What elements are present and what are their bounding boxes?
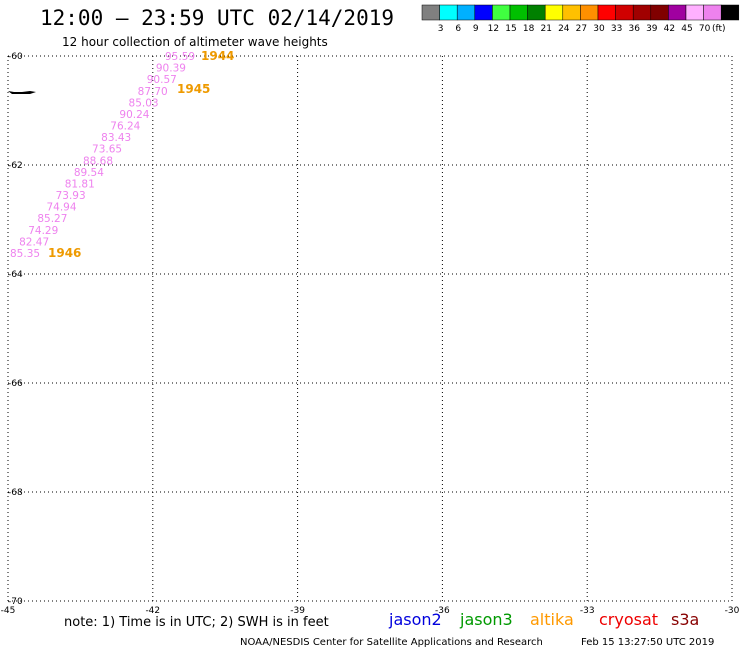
colorbar-tick-label: 27 — [576, 24, 587, 34]
colorbar-tick-label: 42 — [664, 24, 675, 34]
colorbar-tick-label: 6 — [455, 24, 461, 34]
wave-height-label: 73.93 — [56, 190, 86, 202]
colorbar-tick-label: 39 — [646, 24, 658, 34]
latitude-tick-label: -68 — [8, 488, 23, 498]
longitude-tick-label: -39 — [290, 606, 305, 616]
wave-height-label: 73.65 — [92, 144, 122, 156]
longitude-tick-label: -30 — [725, 606, 740, 616]
colorbar-swatch — [527, 4, 546, 21]
map-plot-area: -45 -42 -39 -36 -33 -30 -60 -62 -64 -66 -68 -70 — [1, 52, 740, 616]
wave-height-label: 87.70 — [138, 86, 168, 98]
pass-time-label: 1946 — [48, 246, 81, 260]
wave-height-label: 74.94 — [46, 202, 76, 214]
wave-height-label: 90.24 — [119, 109, 149, 121]
colorbar-tick-label: 36 — [628, 24, 640, 34]
colorbar-tick-label: 9 — [473, 24, 479, 34]
wave-height-label: 88.68 — [83, 155, 113, 167]
colorbar-tick-label: 15 — [505, 24, 516, 34]
colorbar-swatch — [456, 4, 476, 21]
wave-height-label: 76.24 — [110, 121, 140, 133]
colorbar-swatch — [474, 4, 493, 21]
colorbar-tick-label: 45 — [681, 24, 692, 34]
colorbar-swatch — [703, 4, 722, 21]
colorbar-swatch — [650, 4, 669, 21]
colorbar-swatch — [615, 4, 634, 21]
colorbar-swatch — [509, 4, 528, 21]
footer-note: note: 1) Time is in UTC; 2) SWH is in fe… — [64, 615, 329, 630]
pass-time-label: 1944 — [201, 49, 234, 63]
colorbar-swatch — [421, 4, 440, 21]
colorbar-tick-label: 30 — [593, 24, 605, 34]
coastline-fragment — [8, 91, 36, 94]
colorbar-swatch — [580, 4, 599, 21]
latitude-tick-label: -70 — [8, 597, 23, 607]
satellite-legend-item: jason3 — [459, 610, 513, 629]
latitude-tick-label: -64 — [8, 270, 23, 280]
colorbar-tick-label: 12 — [488, 24, 499, 34]
altika-track: 95.5990.3990.5787.7085.0390.2476.2483.43… — [10, 49, 234, 260]
colorbar-swatch — [597, 4, 616, 21]
credit-organization: NOAA/NESDIS Center for Satellite Applica… — [240, 637, 543, 648]
wave-height-label: 81.81 — [65, 178, 95, 190]
colorbar-tick-label: 21 — [540, 24, 551, 34]
colorbar-swatch — [439, 4, 458, 21]
wave-height-label: 83.43 — [101, 132, 131, 144]
colorbar-unit-label: (ft) — [712, 24, 726, 34]
colorbar-swatch — [492, 4, 511, 21]
longitude-tick-label: -42 — [145, 606, 160, 616]
wave-height-colorbar: 3 6 9 12 15 18 21 24 27 30 33 36 39 42 45 70 — [421, 4, 740, 34]
credit-timestamp: Feb 15 13:27:50 UTC 2019 — [581, 637, 714, 648]
latitude-tick-label: -60 — [8, 52, 23, 62]
wave-height-label: 95.59 — [165, 51, 195, 63]
page-subtitle: 12 hour collection of altimeter wave hei… — [62, 35, 328, 49]
wave-height-label: 82.47 — [19, 236, 49, 248]
satellite-legend-item: altika — [530, 610, 574, 629]
wave-height-label: 85.35 — [10, 248, 40, 260]
wave-height-label: 90.39 — [156, 63, 186, 75]
satellite-legend-item: s3a — [671, 610, 699, 629]
latitude-tick-label: -62 — [8, 161, 23, 171]
colorbar-tick-label: 70 — [699, 24, 711, 34]
colorbar-tick-label: 18 — [523, 24, 535, 34]
colorbar-swatch — [720, 4, 740, 21]
wave-height-label: 85.27 — [37, 213, 67, 225]
colorbar-swatch — [685, 4, 704, 21]
colorbar-tick-label: 24 — [558, 24, 570, 34]
colorbar-swatch — [668, 4, 687, 21]
longitude-tick-label: -33 — [580, 606, 595, 616]
wave-height-label: 89.54 — [74, 167, 104, 179]
longitude-tick-label: -36 — [435, 606, 450, 616]
satellite-legend-item: jason2 — [388, 610, 442, 629]
latitude-tick-label: -66 — [8, 379, 23, 389]
satellite-legend: jason2 jason3 altika cryosat s3a — [388, 610, 699, 629]
wave-height-label: 90.57 — [147, 74, 177, 86]
wave-height-label: 85.03 — [129, 97, 159, 109]
longitude-tick-label: -45 — [1, 606, 16, 616]
colorbar-swatch — [544, 4, 564, 21]
pass-time-label: 1945 — [177, 82, 210, 96]
satellite-legend-item: cryosat — [599, 610, 658, 629]
colorbar-tick-label: 33 — [611, 24, 622, 34]
page-title: 12:00 – 23:59 UTC 02/14/2019 — [40, 6, 394, 30]
wave-height-label: 74.29 — [28, 225, 58, 237]
colorbar-tick-label: 3 — [438, 24, 444, 34]
colorbar-swatch — [632, 4, 652, 21]
colorbar-swatch — [562, 4, 581, 21]
